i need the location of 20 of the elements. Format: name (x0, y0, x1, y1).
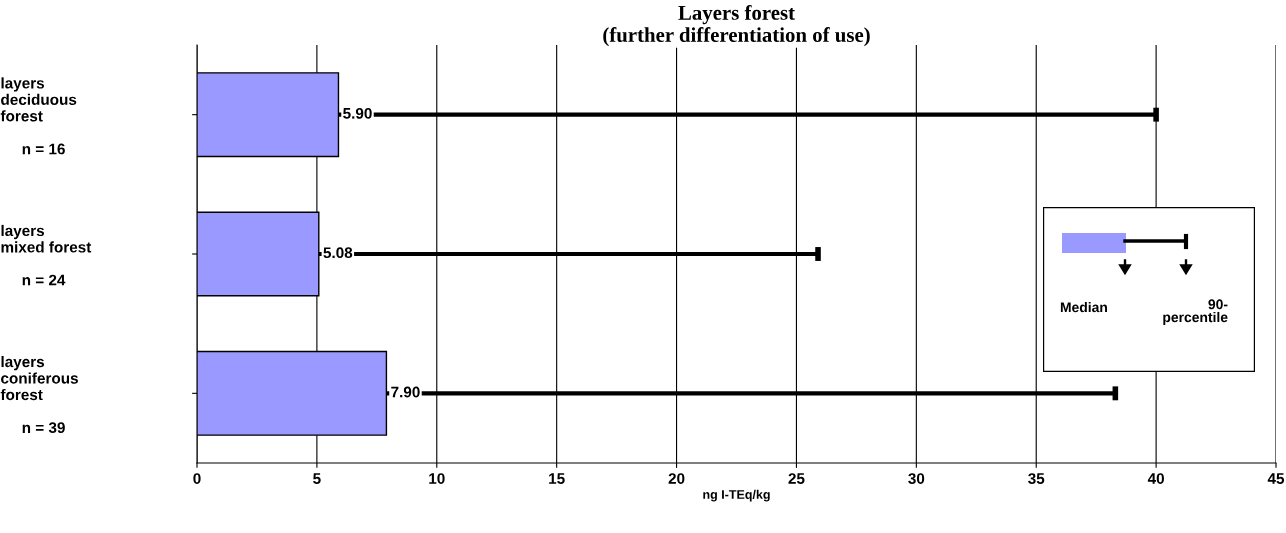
x-tick-label: 20 (668, 473, 685, 484)
x-tick-label: 25 (788, 473, 805, 484)
x-tick-label: 0 (193, 473, 201, 484)
category-label: layers mixed forest n = 24 (1, 224, 92, 286)
annotation: Median (1060, 302, 1107, 313)
x-tick-label: 5 (313, 473, 321, 484)
x-tick-label: 45 (1267, 473, 1285, 484)
x-tick-label: 15 (549, 473, 565, 484)
annotation: 90- percentile (1163, 299, 1228, 325)
x-tick-label: 10 (429, 473, 445, 484)
x-tick-label: 35 (1028, 473, 1045, 484)
x-axis-title: ng I-TEq/kg (703, 489, 770, 502)
data-label: 5.08 (323, 247, 353, 259)
category-label: layers deciduous forest n = 16 (0, 77, 77, 155)
chart-title: Layers forest (further differentiation of use) (603, 5, 870, 47)
x-tick-label: 30 (908, 473, 925, 484)
category-label: layers coniferous forest n = 39 (0, 355, 78, 434)
x-tick-label: 40 (1147, 473, 1164, 484)
data-label: 7.90 (391, 386, 420, 398)
data-label: 5.90 (343, 107, 372, 119)
